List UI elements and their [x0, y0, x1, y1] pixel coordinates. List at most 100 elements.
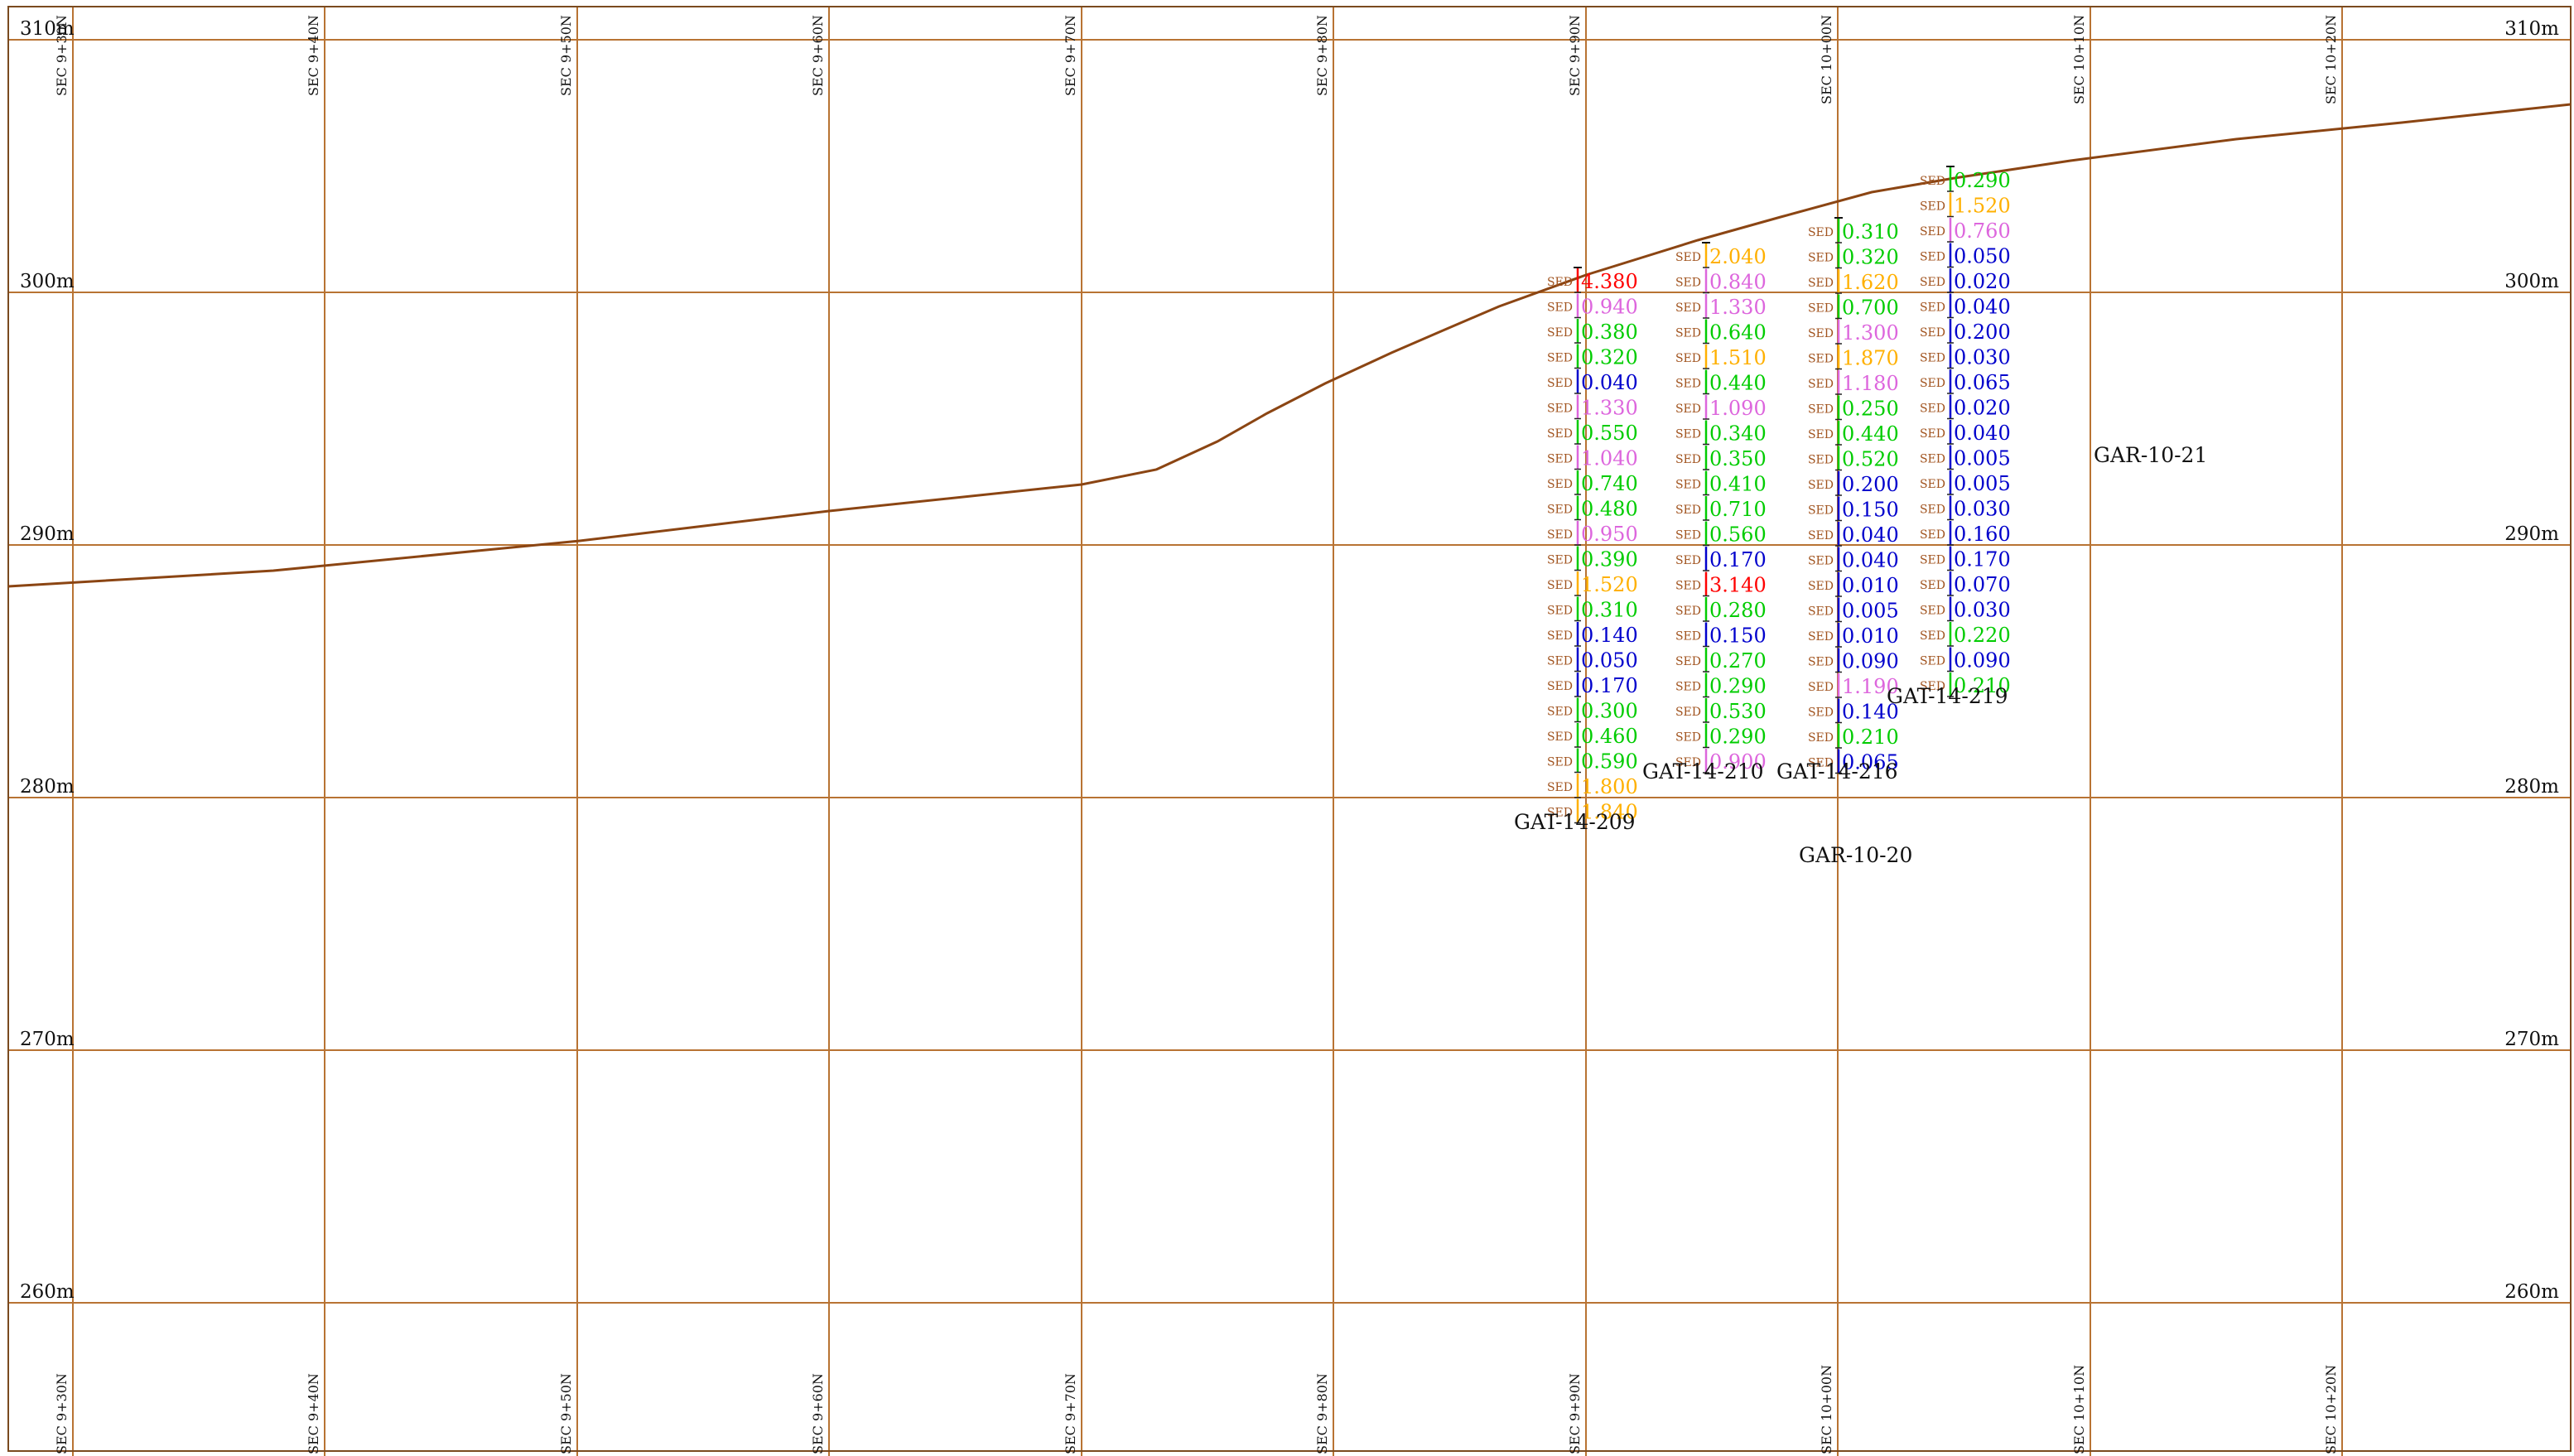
assay-value: 0.740 [1581, 472, 1638, 495]
assay-value: 0.410 [1709, 473, 1767, 496]
assay-value: 0.030 [1954, 346, 2011, 369]
assay-value: 0.320 [1842, 246, 1899, 269]
assay-value: 0.950 [1581, 523, 1638, 546]
assay-value: 0.070 [1954, 573, 2011, 596]
assay-value: 0.040 [1842, 549, 1899, 572]
sample-type-tag: SED [1675, 352, 1701, 365]
assay-value: 1.040 [1581, 447, 1638, 470]
assay-value: 1.300 [1842, 321, 1899, 345]
sample-type-tag: SED [1808, 353, 1834, 366]
assay-value: 0.170 [1954, 548, 2011, 571]
assay-value: 0.210 [1842, 726, 1899, 749]
assay-value: 0.040 [1954, 422, 2011, 445]
section-label: SEC 9+80N [1314, 1373, 1330, 1454]
assay-value: 1.330 [1581, 397, 1638, 420]
assay-value: 0.520 [1842, 448, 1899, 471]
assay-value: 0.290 [1709, 675, 1767, 698]
sample-type-tag: SED [1920, 528, 1945, 542]
assay-value: 0.480 [1581, 498, 1638, 521]
section-label: SEC 10+00N [1819, 15, 1834, 104]
sample-type-tag: SED [1675, 277, 1701, 290]
sample-type-tag: SED [1920, 504, 1945, 517]
assay-value: 1.870 [1842, 347, 1899, 370]
section-label: SEC 9+90N [1567, 1373, 1583, 1454]
assay-value: 0.700 [1842, 297, 1899, 320]
sample-type-tag: SED [1675, 655, 1701, 668]
sample-type-tag: SED [1547, 276, 1573, 289]
sample-type-tag: SED [1675, 605, 1701, 618]
hole-label-gat-14-216: GAT-14-216 [1776, 759, 1898, 783]
assay-value: 0.200 [1954, 321, 2011, 344]
sample-type-tag: SED [1920, 377, 1945, 390]
assay-value: 0.040 [1842, 523, 1899, 547]
sample-type-tag: SED [1547, 579, 1573, 592]
sample-type-tag: SED [1920, 680, 1945, 693]
assay-value: 0.050 [1954, 245, 2011, 268]
section-label: SEC 10+20N [2323, 1365, 2339, 1454]
sample-type-tag: SED [1808, 252, 1834, 265]
sample-type-tag: SED [1547, 756, 1573, 769]
sample-type-tag: SED [1675, 630, 1701, 644]
assay-value: 0.220 [1954, 624, 2011, 647]
sample-type-tag: SED [1547, 655, 1573, 668]
assay-value: 0.310 [1842, 220, 1899, 243]
sample-type-tag: SED [1675, 529, 1701, 542]
sample-type-tag: SED [1547, 807, 1573, 820]
sample-type-tag: SED [1547, 427, 1573, 441]
section-label: SEC 9+50N [558, 15, 574, 96]
sample-type-tag: SED [1675, 681, 1701, 694]
hole-label-gat-14-210: GAT-14-210 [1642, 759, 1764, 783]
sample-type-tag: SED [1808, 327, 1834, 340]
assay-value: 0.005 [1954, 447, 2011, 470]
section-label: SEC 9+70N [1063, 15, 1078, 96]
assay-value: 0.020 [1954, 270, 2011, 293]
assay-value: 0.250 [1842, 398, 1899, 421]
sample-type-tag: SED [1808, 504, 1834, 518]
sample-type-tag: SED [1547, 352, 1573, 365]
sample-type-tag: SED [1808, 605, 1834, 619]
section-labels-bottom: SEC 9+30N SEC 9+40N SEC 9+50N SEC 9+60N … [54, 1365, 2339, 1454]
assay-value: 0.200 [1842, 473, 1899, 496]
sample-type-tag: SED [1808, 428, 1834, 441]
assay-value: 0.010 [1842, 624, 1899, 648]
sample-type-tag: SED [1920, 427, 1945, 441]
assay-value: 1.840 [1581, 801, 1638, 824]
sample-type-tag: SED [1808, 403, 1834, 417]
assay-value: 1.510 [1709, 346, 1767, 369]
section-label: SEC 9+30N [54, 15, 70, 96]
assay-value: 0.090 [1842, 650, 1899, 673]
sample-type-tag: SED [1547, 605, 1573, 618]
assay-value: 0.150 [1842, 499, 1899, 522]
sample-type-tag: SED [1547, 528, 1573, 542]
hole-label-gat-14-209: GAT-14-209 [1514, 810, 1636, 834]
elevation-labels-right: 310m 300m 290m 280m 270m 260m [2504, 18, 2559, 1303]
elevation-label: 310m [2504, 18, 2559, 40]
hole-label-gar-10-20: GAR-10-20 [1799, 843, 1912, 867]
sample-type-tag: SED [1675, 706, 1701, 719]
drill-hole-gat-14-216: SED 0.310 SED 0.320 SED 1.620 SED 0.700 SED 1.300… [1808, 217, 1899, 774]
sample-type-tag: SED [1547, 403, 1573, 416]
elevation-labels-left: 310m 300m 290m 280m 270m 260m [20, 18, 75, 1303]
sample-type-tag: SED [1675, 378, 1701, 391]
section-label: SEC 9+60N [810, 1373, 826, 1454]
section-label: SEC 9+50N [558, 1373, 574, 1454]
sample-type-tag: SED [1547, 504, 1573, 517]
hole-label-gar-10-21: GAR-10-21 [2094, 443, 2207, 467]
sample-type-tag: SED [1547, 706, 1573, 719]
sample-type-tag: SED [1808, 378, 1834, 391]
assay-value: 0.440 [1842, 422, 1899, 446]
sample-type-tag: SED [1920, 605, 1945, 618]
assay-value: 1.520 [1954, 195, 2011, 218]
sample-type-tag: SED [1808, 226, 1834, 239]
assay-value: 0.030 [1954, 498, 2011, 521]
elevation-grid [8, 39, 2571, 1304]
assay-value: 0.640 [1709, 321, 1767, 345]
sample-type-tag: SED [1675, 251, 1701, 264]
assay-value: 0.140 [1842, 701, 1899, 724]
assay-value: 0.140 [1581, 624, 1638, 647]
elevation-label: 260m [20, 1281, 75, 1303]
section-label: SEC 10+20N [2323, 15, 2339, 104]
assay-value: 1.800 [1581, 775, 1638, 798]
